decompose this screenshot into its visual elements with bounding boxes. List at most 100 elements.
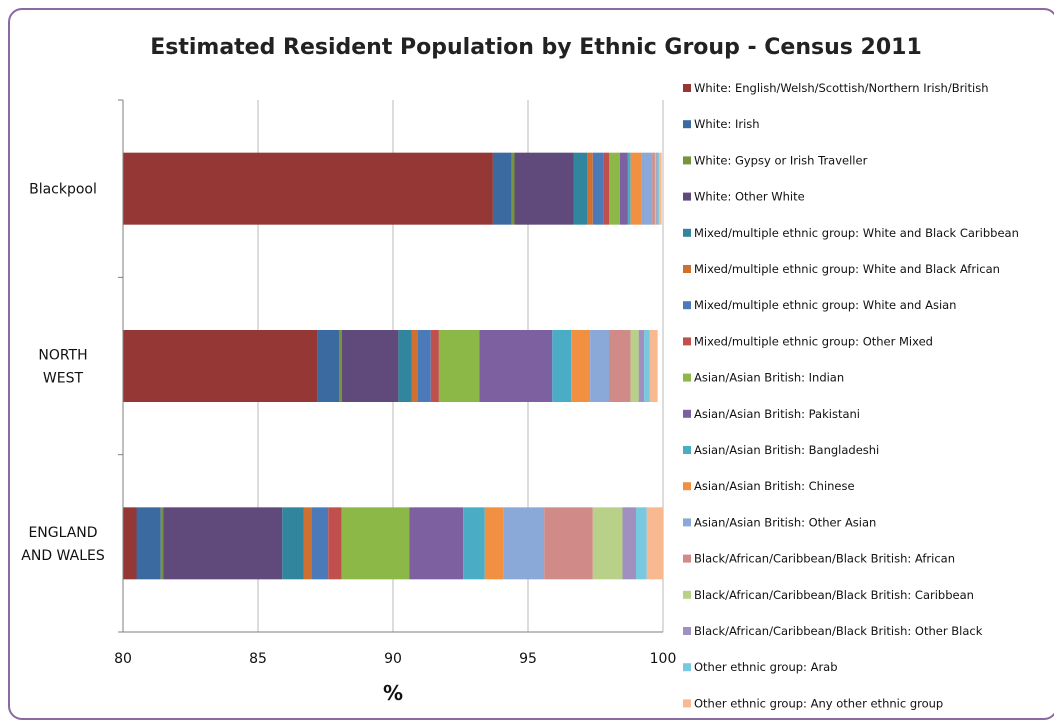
bar-1-16 <box>644 330 650 402</box>
legend-swatch-11 <box>683 482 691 491</box>
bar-0-9 <box>619 152 628 225</box>
legend-label-13: Black/African/Caribbean/Black British: A… <box>694 552 955 566</box>
axes <box>118 99 663 633</box>
category-label-0: Blackpool <box>29 182 97 198</box>
legend-label-15: Black/African/Caribbean/Black British: O… <box>694 624 983 638</box>
bar-0-17 <box>658 152 662 225</box>
x-tick-label-4: 100 <box>650 651 677 667</box>
legend-swatch-9 <box>683 409 691 418</box>
legend-label-4: Mixed/multiple ethnic group: White and B… <box>694 226 1019 240</box>
x-tick-label-1: 85 <box>249 651 267 667</box>
legend-swatch-7 <box>683 337 691 346</box>
bar-2-12 <box>503 507 545 580</box>
x-tick-label-0: 80 <box>114 651 132 667</box>
bar-0-8 <box>609 152 620 225</box>
legend-swatch-17 <box>683 699 691 708</box>
legend-swatch-1 <box>683 120 691 129</box>
bar-0-0 <box>123 152 493 225</box>
x-tick-labels: 80 85 90 95 100 <box>114 651 676 667</box>
bar-0-5 <box>587 152 593 225</box>
bar-1-8 <box>438 330 480 402</box>
bar-2-3 <box>163 507 283 580</box>
legend-swatch-5 <box>683 265 691 273</box>
legend-label-8: Asian/Asian British: Indian <box>694 371 844 385</box>
bar-0-3 <box>514 152 574 225</box>
category-labels: Blackpool NORTH WEST ENGLAND AND WALES <box>21 182 105 564</box>
bar-2-14 <box>592 507 623 580</box>
bar-0-12 <box>641 152 653 225</box>
bar-1-11 <box>571 330 591 402</box>
legend-label-11: Asian/Asian British: Chinese <box>694 479 855 493</box>
bar-2-1 <box>136 507 161 580</box>
bar-0-11 <box>630 152 642 225</box>
x-axis-label: % <box>383 681 403 705</box>
bar-1-5 <box>411 330 418 402</box>
bar-0-7 <box>603 152 609 225</box>
bar-2-11 <box>484 507 504 580</box>
bar-1-4 <box>398 330 412 402</box>
bar-1-3 <box>341 330 399 402</box>
bar-1-13 <box>609 330 631 402</box>
legend: White: English/Welsh/Scottish/Northern I… <box>683 81 1019 710</box>
bar-0-4 <box>573 152 588 225</box>
legend-swatch-15 <box>683 627 691 635</box>
bar-2-2 <box>160 507 164 580</box>
legend-swatch-4 <box>683 228 691 237</box>
bar-2-10 <box>463 507 485 580</box>
legend-swatch-10 <box>683 446 691 454</box>
bar-2-9 <box>409 507 464 580</box>
bar-1-17 <box>649 330 658 402</box>
legend-label-5: Mixed/multiple ethnic group: White and B… <box>694 262 1000 276</box>
bar-2-4 <box>282 507 304 580</box>
bar-2-5 <box>303 507 312 580</box>
legend-swatch-12 <box>683 518 691 527</box>
bar-0-1 <box>492 152 512 225</box>
bar-0-2 <box>511 152 515 225</box>
bar-0-15 <box>656 152 658 225</box>
bars <box>123 152 663 580</box>
bar-0-10 <box>627 152 631 225</box>
bar-0-6 <box>592 152 604 225</box>
legend-label-14: Black/African/Caribbean/Black British: C… <box>694 588 974 602</box>
bar-2-8 <box>341 507 410 580</box>
legend-swatch-0 <box>683 84 691 92</box>
bar-2-16 <box>636 507 647 580</box>
bar-2-0 <box>123 507 137 580</box>
category-label-1: NORTH WEST <box>38 348 87 387</box>
x-tick-label-3: 95 <box>519 651 537 667</box>
legend-label-2: White: Gypsy or Irish Traveller <box>694 153 868 167</box>
legend-label-0: White: English/Welsh/Scottish/Northern I… <box>694 81 989 95</box>
bar-2-13 <box>544 507 593 580</box>
x-tick-label-2: 90 <box>384 651 402 667</box>
legend-swatch-16 <box>683 663 691 672</box>
bar-0-16 <box>657 152 659 225</box>
legend-swatch-6 <box>683 301 691 310</box>
legend-label-12: Asian/Asian British: Other Asian <box>694 515 876 529</box>
legend-swatch-2 <box>683 156 691 165</box>
bar-1-0 <box>123 330 318 402</box>
legend-label-3: White: Other White <box>694 190 805 204</box>
bar-1-7 <box>430 330 439 402</box>
legend-swatch-13 <box>683 554 691 563</box>
legend-label-10: Asian/Asian British: Bangladeshi <box>694 443 879 457</box>
bar-1-15 <box>638 330 645 402</box>
bar-1-12 <box>590 330 609 402</box>
chart-title: Estimated Resident Population by Ethnic … <box>150 35 922 60</box>
bar-1-9 <box>479 330 553 402</box>
bar-0-13 <box>652 152 655 225</box>
legend-swatch-14 <box>683 590 691 599</box>
legend-swatch-8 <box>683 373 691 382</box>
legend-swatch-3 <box>683 192 691 201</box>
bar-2-7 <box>328 507 342 580</box>
legend-label-17: Other ethnic group: Any other ethnic gro… <box>694 696 943 710</box>
bar-1-10 <box>552 330 572 402</box>
bar-2-6 <box>312 507 329 580</box>
bar-1-14 <box>630 330 639 402</box>
legend-label-7: Mixed/multiple ethnic group: Other Mixed <box>694 334 933 348</box>
category-label-2: ENGLAND AND WALES <box>21 525 105 564</box>
legend-label-16: Other ethnic group: Arab <box>694 660 838 674</box>
legend-label-6: Mixed/multiple ethnic group: White and A… <box>694 298 956 312</box>
legend-label-1: White: Irish <box>694 117 760 131</box>
bar-2-17 <box>646 507 663 580</box>
